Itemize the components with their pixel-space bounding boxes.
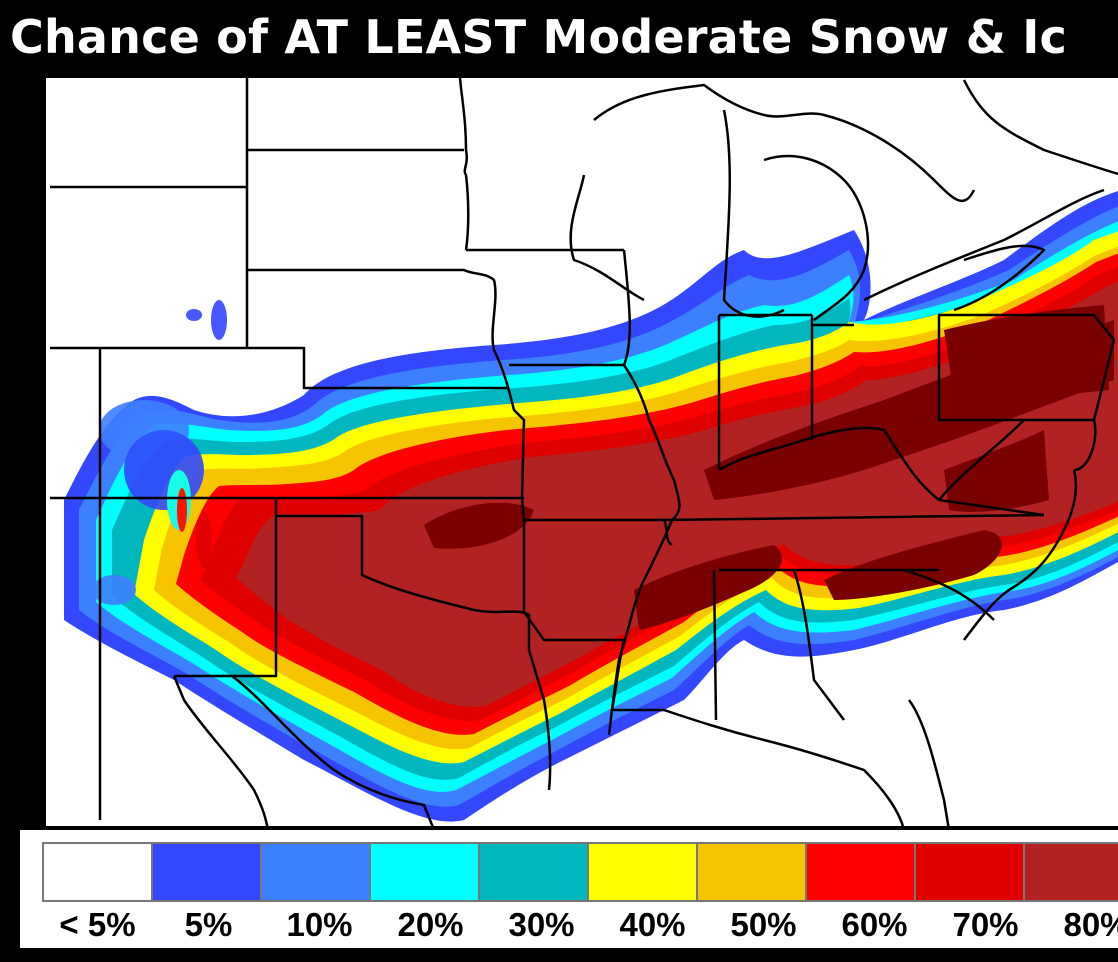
legend-label: 50% (730, 906, 797, 943)
legend-labels: < 5% 5% 10% 20% 30% 40% 50% 60% 70% 80% (42, 906, 1118, 944)
legend-swatch-60 (807, 844, 916, 900)
legend-swatch-50 (698, 844, 807, 900)
snow-probability-shading (64, 191, 1118, 822)
probability-map (42, 78, 1118, 830)
legend-label: < 5% (59, 906, 136, 943)
legend-label: 20% (397, 906, 464, 943)
legend-swatch-20 (371, 844, 480, 900)
legend-label: 5% (184, 906, 233, 943)
legend-label: 40% (619, 906, 686, 943)
bottom-bar (0, 948, 1118, 962)
legend-label: 10% (286, 906, 353, 943)
legend-swatch-5 (153, 844, 262, 900)
legend-label: 80% (1063, 906, 1118, 943)
legend-swatch-30 (480, 844, 589, 900)
map-title: Chance of AT LEAST Moderate Snow & Ic (10, 10, 1068, 64)
legend-swatch-70 (916, 844, 1025, 900)
legend-swatch-40 (589, 844, 698, 900)
legend-color-bar (42, 842, 1118, 902)
legend-label: 70% (952, 906, 1019, 943)
legend-label: 30% (508, 906, 575, 943)
state-borders (50, 78, 1118, 830)
legend-swatch-80 (1025, 844, 1118, 900)
title-bar: Chance of AT LEAST Moderate Snow & Ic (0, 0, 1118, 78)
legend: < 5% 5% 10% 20% 30% 40% 50% 60% 70% 80% (16, 826, 1118, 948)
us-map-svg (50, 78, 1118, 830)
legend-swatch-lt5 (44, 844, 153, 900)
legend-swatch-10 (262, 844, 371, 900)
legend-label: 60% (841, 906, 908, 943)
